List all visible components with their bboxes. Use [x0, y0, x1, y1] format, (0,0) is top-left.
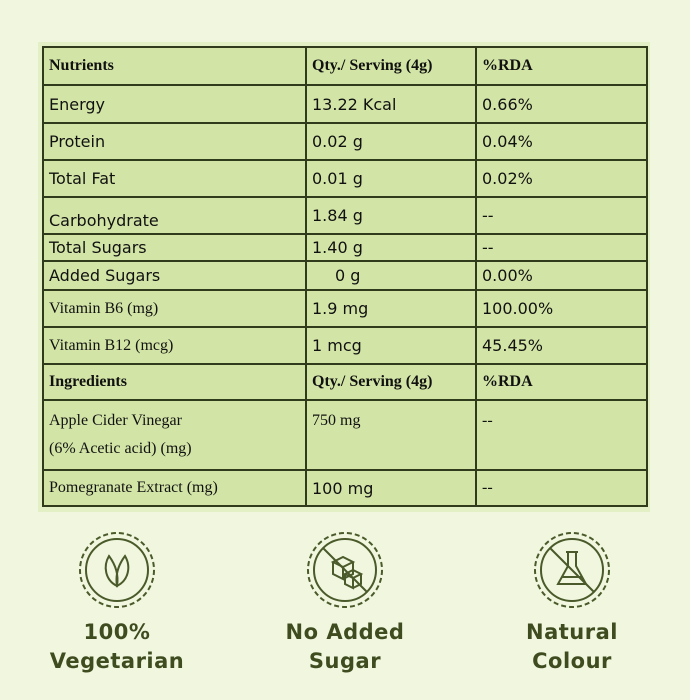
row: Carbohydrate 1.84 g --: [42, 196, 648, 235]
row: Energy 13.22 Kcal 0.66%: [42, 84, 648, 124]
cell: 1.40 g: [305, 233, 477, 262]
cell: 100 mg: [305, 469, 477, 507]
cell: 1 mcg: [305, 326, 477, 365]
cell: --: [475, 233, 648, 262]
nutrition-table: Nutrients Qty./ Serving (4g) %RDA Energy…: [42, 46, 648, 507]
cell: Ingredients: [42, 363, 307, 401]
row: Added Sugars 0 g 0.00%: [42, 260, 648, 291]
cell-line: Apple Cider Vinegar: [49, 412, 182, 429]
cell: 0.01 g: [305, 159, 477, 198]
cell: 13.22 Kcal: [305, 84, 477, 124]
cell: Total Fat: [42, 159, 307, 198]
vegetarian-icon: [79, 532, 155, 608]
cell: Qty./ Serving (4g): [305, 363, 477, 401]
cell: Pomegranate Extract (mg): [42, 469, 307, 507]
cell: 1.9 mg: [305, 289, 477, 328]
badge-line: Colour: [532, 649, 612, 673]
cell: Vitamin B12 (mcg): [42, 326, 307, 365]
cell: 1.84 g: [305, 196, 477, 235]
row: Vitamin B12 (mcg) 1 mcg 45.45%: [42, 326, 648, 365]
cell: 0.00%: [475, 260, 648, 291]
cell: 0.04%: [475, 122, 648, 161]
row: Protein 0.02 g 0.04%: [42, 122, 648, 161]
badge-line: Vegetarian: [49, 649, 185, 673]
cell: 45.45%: [475, 326, 648, 365]
cell: 0.02 g: [305, 122, 477, 161]
row: Apple Cider Vinegar (6% Acetic acid) (mg)…: [42, 399, 648, 471]
cell: 0 g: [305, 260, 477, 291]
cell: Nutrients: [42, 46, 307, 86]
cell: Vitamin B6 (mg): [42, 289, 307, 328]
badge-line: 100%: [83, 620, 151, 644]
header-row: Ingredients Qty./ Serving (4g) %RDA: [42, 363, 648, 401]
cell: --: [475, 196, 648, 235]
row: Pomegranate Extract (mg) 100 mg --: [42, 469, 648, 507]
cell-line: (6% Acetic acid) (mg): [49, 440, 192, 457]
badge: 100% Vegetarian: [17, 530, 217, 676]
badge: No Added Sugar: [245, 530, 445, 676]
cell: --: [475, 469, 648, 507]
badge-line: No Added: [285, 620, 405, 644]
cell: Apple Cider Vinegar (6% Acetic acid) (mg): [42, 399, 307, 471]
cell: 0.02%: [475, 159, 648, 198]
cell: 100.00%: [475, 289, 648, 328]
cell: Protein: [42, 122, 307, 161]
row: Total Sugars 1.40 g --: [42, 233, 648, 262]
sugar-icon: [307, 532, 383, 608]
cell: %RDA: [475, 46, 648, 86]
cell: --: [475, 399, 648, 471]
badge-line: Sugar: [308, 649, 382, 673]
cell: 0.66%: [475, 84, 648, 124]
header-row: Nutrients Qty./ Serving (4g) %RDA: [42, 46, 648, 86]
colour-icon: [534, 532, 610, 608]
badge: Natural Colour: [472, 530, 672, 676]
cell: 750 mg: [305, 399, 477, 471]
row: Vitamin B6 (mg) 1.9 mg 100.00%: [42, 289, 648, 328]
cell: Total Sugars: [42, 233, 307, 262]
cell: Energy: [42, 84, 307, 124]
cell: %RDA: [475, 363, 648, 401]
cell: Qty./ Serving (4g): [305, 46, 477, 86]
row: Total Fat 0.01 g 0.02%: [42, 159, 648, 198]
badge-line: Natural: [526, 620, 618, 644]
cell: Carbohydrate: [42, 196, 307, 235]
cell: Added Sugars: [42, 260, 307, 291]
